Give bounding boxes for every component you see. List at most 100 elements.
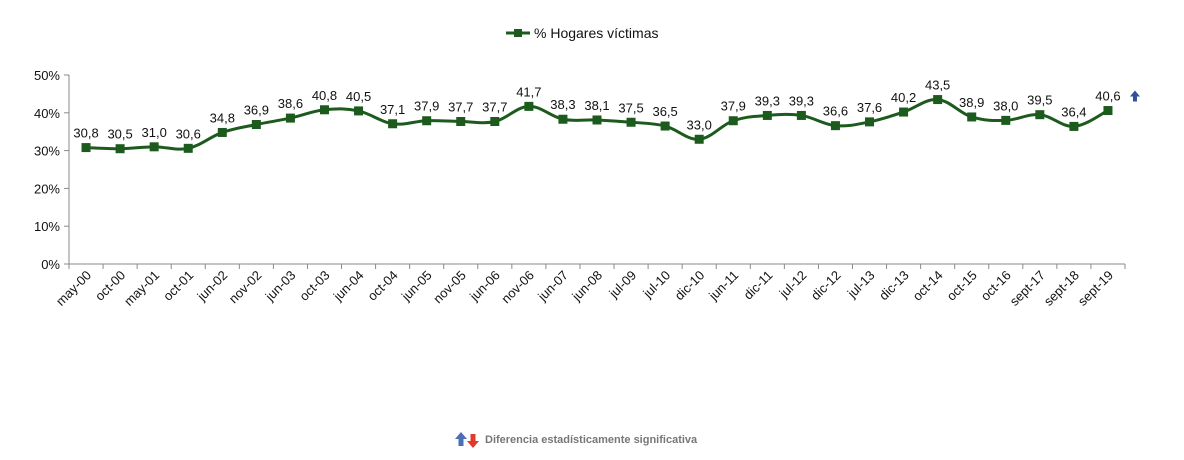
x-tick-label: dic-11 xyxy=(740,268,775,303)
data-point xyxy=(762,110,772,120)
legend-square-marker xyxy=(514,29,522,37)
y-tick-label: 0% xyxy=(41,257,60,272)
x-tick-label: jun-02 xyxy=(194,268,231,305)
data-label: 39,5 xyxy=(1027,93,1052,108)
x-tick-label: jun-11 xyxy=(705,268,741,304)
x-tick-label: may-00 xyxy=(53,268,94,309)
x-tick-label: sept-17 xyxy=(1007,268,1048,309)
data-point xyxy=(1103,106,1113,116)
y-tick-label: 30% xyxy=(34,144,60,159)
data-label: 36,4 xyxy=(1061,104,1086,119)
x-tick-label: jun-04 xyxy=(330,268,367,305)
legend: % Hogares víctimas xyxy=(506,25,658,41)
data-point xyxy=(660,121,670,131)
x-tick-label: nov-05 xyxy=(430,268,469,307)
data-point xyxy=(796,110,806,120)
data-point xyxy=(319,105,329,115)
x-tick-label: nov-02 xyxy=(226,268,265,307)
data-label: 34,8 xyxy=(210,110,235,125)
x-tick-label: oct-04 xyxy=(365,268,401,304)
significance-up-arrow xyxy=(1129,90,1140,102)
data-point xyxy=(592,115,602,125)
data-point xyxy=(490,116,500,126)
axes xyxy=(68,75,1125,265)
data-labels: 30,8 30,5 31,0 30,6 34,8 36,9 38,6 40,8 40,5 37,1… xyxy=(73,78,1120,142)
data-label: 30,6 xyxy=(176,126,201,141)
data-point xyxy=(626,117,636,127)
data-point xyxy=(354,106,364,116)
blue-up-arrow xyxy=(455,432,467,446)
x-tick-label: oct-01 xyxy=(160,268,196,304)
x-tick-label: jun-06 xyxy=(466,268,503,305)
data-label: 38,6 xyxy=(278,96,303,111)
data-label: 40,2 xyxy=(891,90,916,105)
data-label: 30,8 xyxy=(73,126,98,141)
data-point xyxy=(422,116,432,126)
data-point xyxy=(524,101,534,111)
data-label: 37,6 xyxy=(857,100,882,115)
data-label: 37,5 xyxy=(618,100,643,115)
data-label: 41,7 xyxy=(516,84,541,99)
data-label: 39,3 xyxy=(755,93,780,108)
up-arrow-shape xyxy=(1129,90,1140,102)
data-point xyxy=(967,112,977,122)
data-point xyxy=(933,95,943,105)
legend-label: % Hogares víctimas xyxy=(534,25,658,41)
data-point xyxy=(558,114,568,124)
x-tick-label: jul-10 xyxy=(639,268,673,302)
data-label: 36,5 xyxy=(652,104,677,119)
data-label: 40,6 xyxy=(1095,89,1120,104)
data-label: 40,5 xyxy=(346,89,371,104)
data-point xyxy=(728,116,738,126)
data-label: 37,1 xyxy=(380,102,405,117)
data-label: 36,6 xyxy=(823,104,848,119)
data-label: 38,1 xyxy=(584,98,609,113)
data-label: 30,5 xyxy=(107,127,132,142)
y-tick-label: 50% xyxy=(34,68,60,83)
data-label: 33,0 xyxy=(687,117,712,132)
y-tick-label: 40% xyxy=(34,106,60,121)
y-axis-ticks: 0% 10% 20% 30% 40% 50% xyxy=(34,68,69,272)
x-tick-label: jun-03 xyxy=(262,268,299,305)
y-tick-label: 20% xyxy=(34,181,60,196)
x-tick-label: nov-06 xyxy=(498,268,537,307)
red-down-arrow xyxy=(467,434,479,448)
data-label: 37,9 xyxy=(721,99,746,114)
note-text: Diferencia estadísticamente significativ… xyxy=(485,434,698,446)
x-tick-label: oct-15 xyxy=(944,268,980,304)
data-point xyxy=(217,127,227,137)
x-tick-label: dic-13 xyxy=(876,268,912,304)
data-point xyxy=(830,121,840,131)
data-label: 37,7 xyxy=(482,99,507,114)
x-tick-label: jun-08 xyxy=(568,268,605,305)
y-tick-label: 10% xyxy=(34,219,60,234)
data-label: 31,0 xyxy=(142,125,167,140)
data-point xyxy=(149,142,159,152)
x-tick-label: jun-05 xyxy=(398,268,435,305)
data-point xyxy=(1001,115,1011,125)
x-tick-label: dic-10 xyxy=(672,268,708,304)
data-point xyxy=(285,113,295,123)
data-label: 37,7 xyxy=(448,99,473,114)
data-label: 43,5 xyxy=(925,78,950,93)
data-point xyxy=(388,119,398,129)
x-tick-label: oct-14 xyxy=(910,268,946,304)
x-tick-label: sept-18 xyxy=(1041,268,1082,309)
data-point xyxy=(456,116,466,126)
data-point xyxy=(183,143,193,153)
x-tick-label: jul-12 xyxy=(776,268,810,302)
data-label: 38,3 xyxy=(550,97,575,112)
up-down-arrows-icon xyxy=(455,432,479,448)
x-tick-label: sept-19 xyxy=(1075,268,1116,309)
data-label: 36,9 xyxy=(244,103,269,118)
data-label: 39,3 xyxy=(789,93,814,108)
data-label: 40,8 xyxy=(312,88,337,103)
data-point xyxy=(115,144,125,154)
data-point xyxy=(1069,121,1079,131)
data-point xyxy=(251,120,261,130)
x-tick-label: jul-13 xyxy=(844,268,878,302)
x-axis-ticks: may-00oct-00may-01oct-01jun-02nov-02jun-… xyxy=(53,264,1126,309)
data-label: 37,9 xyxy=(414,99,439,114)
data-point xyxy=(81,143,91,153)
